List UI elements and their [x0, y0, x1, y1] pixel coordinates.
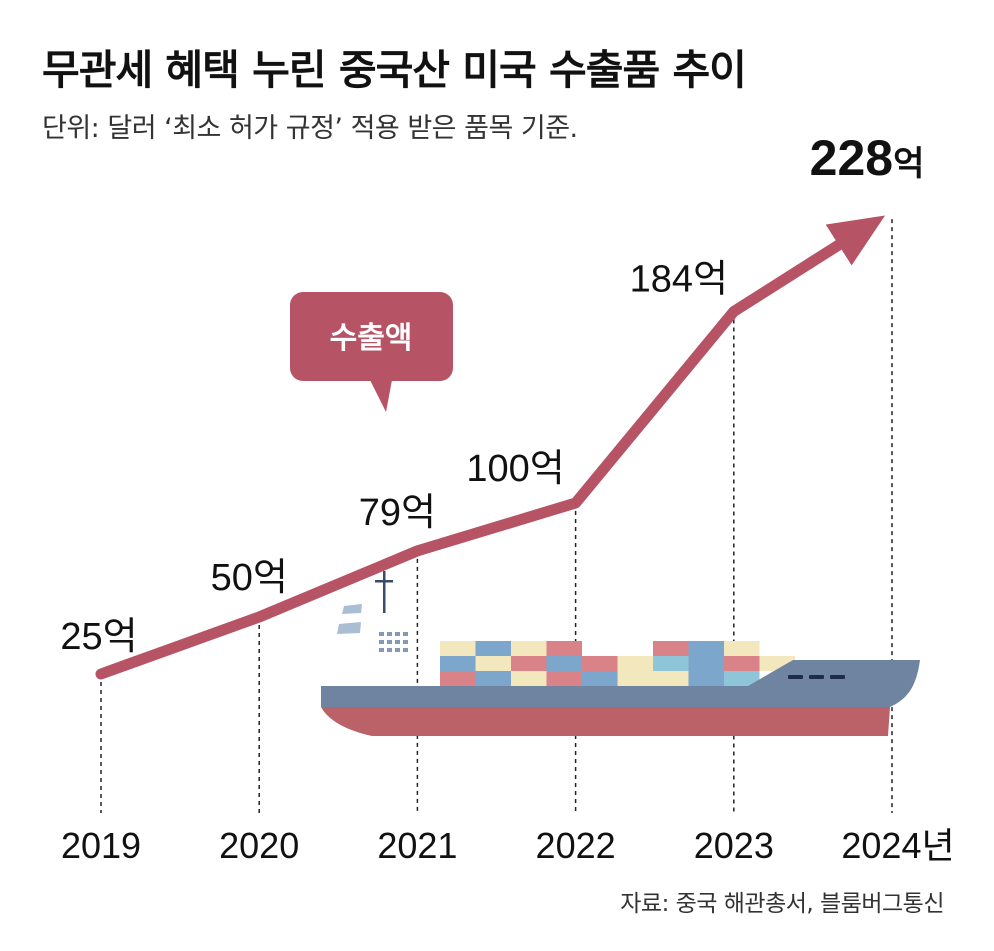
hull-lower	[321, 707, 890, 736]
x-tick-label: 2022	[536, 825, 616, 866]
x-tick-label: 2021	[377, 825, 457, 866]
x-tick-label: 2024년	[841, 825, 954, 866]
containers	[440, 641, 795, 686]
export-value-line	[95, 215, 886, 680]
x-axis-tick-labels: 2019 2020 2021 2022 2023 2024년	[61, 825, 955, 866]
ship-illustration	[321, 571, 920, 736]
chart-subtitle: 단위: 달러 ‘최소 허가 규정’ 적용 받은 품목 기준.	[42, 113, 578, 144]
container	[511, 656, 547, 671]
container	[546, 656, 582, 671]
hull-upper	[321, 660, 920, 707]
container	[475, 671, 511, 686]
container	[653, 671, 689, 686]
container	[724, 671, 760, 686]
data-source: 자료: 중국 해관총서, 블룸버그통신	[620, 891, 944, 917]
value-label: 79억	[359, 492, 436, 534]
x-tick-label: 2019	[61, 825, 141, 866]
container	[617, 671, 653, 686]
mast	[383, 571, 386, 613]
container	[653, 656, 689, 671]
container	[724, 656, 760, 671]
bubble-label: 수출액	[330, 321, 413, 356]
container	[688, 641, 724, 656]
x-tick-label: 2023	[694, 825, 774, 866]
x-tick-label: 2020	[219, 825, 299, 866]
value-label: 25억	[60, 616, 137, 658]
container	[546, 671, 582, 686]
container	[653, 641, 689, 656]
container	[582, 656, 618, 671]
container	[511, 641, 547, 656]
chart-title: 무관세 혜택 누린 중국산 미국 수출품 추이	[42, 46, 747, 94]
container	[688, 656, 724, 671]
value-label: 50억	[211, 557, 288, 599]
value-label: 228억	[810, 130, 925, 186]
container	[475, 641, 511, 656]
container	[688, 671, 724, 686]
bubble-pointer	[370, 380, 392, 412]
container	[582, 671, 618, 686]
value-label: 100억	[466, 448, 564, 490]
container	[617, 656, 653, 671]
container	[724, 641, 760, 656]
container	[475, 656, 511, 671]
legend-bubble: 수출액	[290, 292, 453, 412]
container	[440, 641, 476, 656]
container	[546, 641, 582, 656]
container	[440, 671, 476, 686]
value-label: 184억	[630, 258, 728, 300]
portholes	[788, 675, 845, 679]
value-labels: 25억 50억 79억 100억 184억 228억	[60, 130, 924, 658]
bubble-box	[290, 292, 453, 381]
bridge-wing-top	[342, 604, 362, 614]
bridge-windows	[379, 632, 408, 652]
mast-crossbar	[375, 580, 393, 583]
container	[511, 671, 547, 686]
container	[440, 656, 476, 671]
bridge-wing-bottom	[337, 622, 361, 634]
